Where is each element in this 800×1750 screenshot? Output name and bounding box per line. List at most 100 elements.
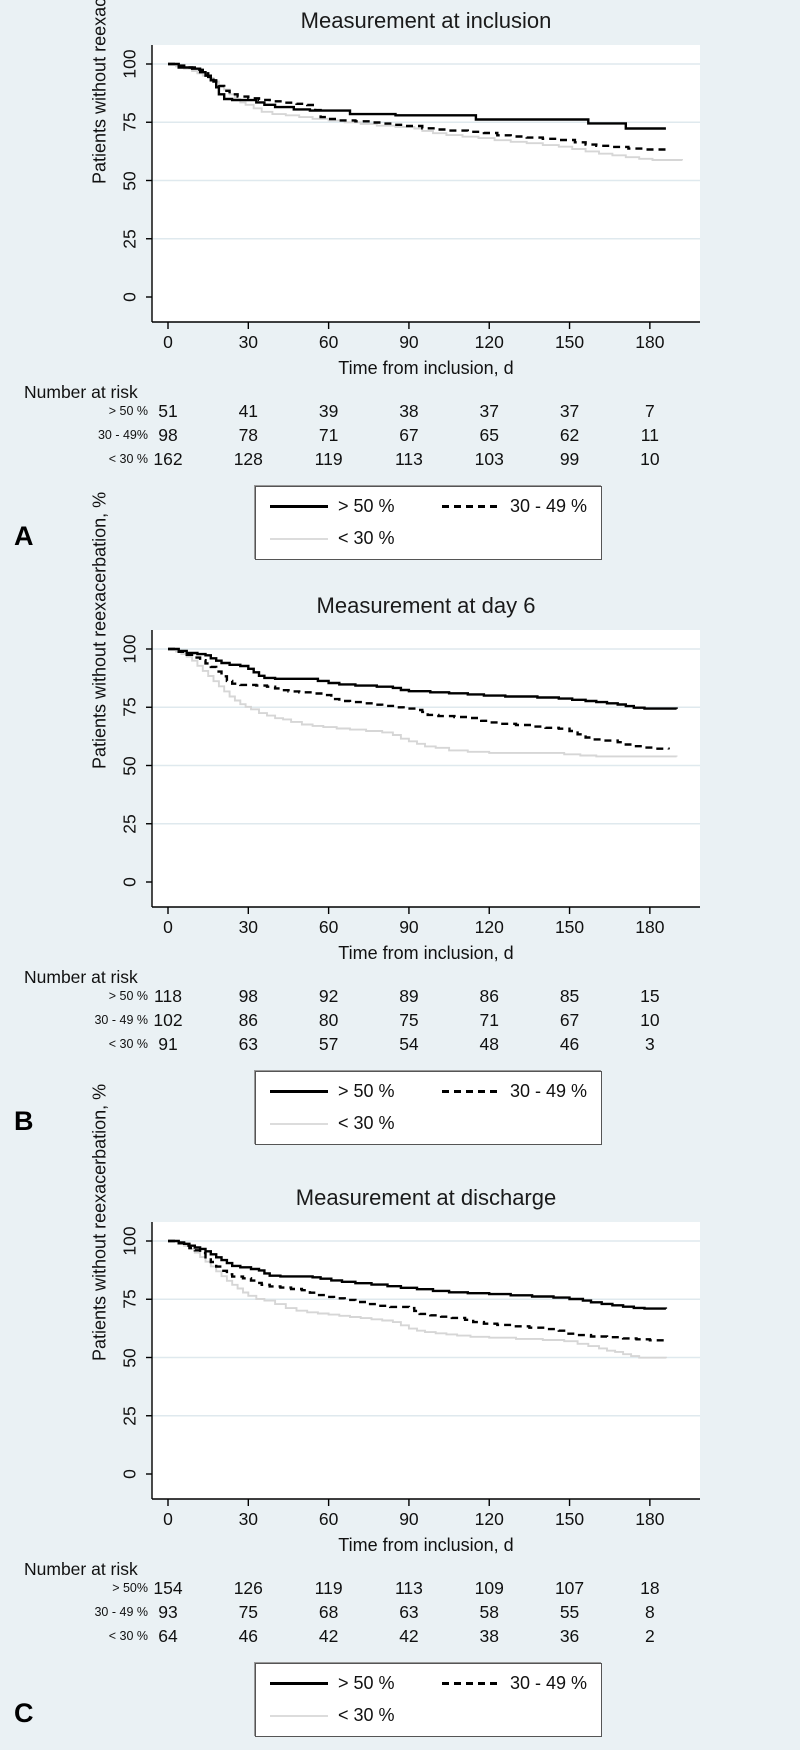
panel-b-legend: > 50 % 30 - 49 % < 30 % [255, 1071, 602, 1145]
risk-value: 7 [644, 401, 655, 421]
km-curve->50% [168, 1239, 668, 1310]
x-tick-label-30: 30 [238, 332, 259, 352]
risk-value: 11 [640, 425, 659, 445]
y-tick-label-0: 0 [119, 292, 140, 302]
risk-value: 38 [399, 401, 419, 421]
risk-value: 103 [474, 449, 504, 469]
risk-value: 162 [153, 449, 183, 469]
risk-row-1: 30 - 49% 98 78 71 67 65 62 11 [0, 424, 800, 446]
risk-value: 93 [158, 1602, 178, 1622]
y-tick-label-100: 100 [119, 1226, 140, 1256]
y-tick-label-50: 50 [119, 170, 140, 191]
risk-value: 98 [158, 425, 178, 445]
panel-b-x-axis-label: Time from inclusion, d [338, 943, 514, 963]
panel-c-title: Measurement at discharge [295, 1185, 557, 1210]
y-tick-label-0: 0 [119, 1469, 140, 1479]
legend-line-sample [270, 1715, 328, 1717]
risk-value: 41 [238, 401, 259, 421]
risk-row-1: 30 - 49 % 102 86 80 75 71 67 10 [0, 1009, 800, 1031]
risk-value: 10 [640, 449, 660, 469]
risk-value: 3 [644, 1034, 655, 1054]
km-curve->50% [168, 62, 666, 130]
risk-value: 75 [399, 1010, 419, 1030]
panel-b: Measurement at day 6 Patients without re… [0, 492, 800, 1177]
risk-row-2: < 30 % 64 46 42 42 38 36 2 [0, 1625, 800, 1647]
panel-a-x-axis-label: Time from inclusion, d [338, 358, 514, 378]
x-tick-label-90: 90 [399, 332, 419, 352]
risk-value: 91 [158, 1034, 178, 1054]
risk-value: 64 [158, 1626, 178, 1646]
x-tick-label-90: 90 [399, 917, 419, 937]
panel-a: Measurement at inclusion Patients withou… [0, 0, 800, 585]
panel-a-legend: > 50 % 30 - 49 % < 30 % [255, 486, 602, 560]
risk-value: 119 [314, 1578, 343, 1598]
plot-area [152, 1222, 700, 1499]
legend-label: < 30 % [338, 1113, 395, 1133]
legend-label: 30 - 49 % [510, 1673, 588, 1693]
risk-value: 37 [479, 401, 499, 421]
risk-row-label: > 50 % [108, 989, 148, 1003]
risk-value: 113 [394, 1578, 423, 1598]
risk-value: 8 [644, 1602, 655, 1622]
km-curve-<30% [168, 1240, 667, 1359]
risk-value: 51 [158, 401, 178, 421]
x-tick-label-30: 30 [238, 1509, 259, 1529]
risk-value: 119 [314, 449, 343, 469]
legend-line-sample [442, 1682, 500, 1685]
panel-a-number-at-risk-heading: Number at risk [24, 382, 138, 402]
risk-value: 113 [394, 449, 423, 469]
km-curve-30-49% [168, 647, 670, 750]
x-tick-label-150: 150 [554, 917, 585, 937]
y-tick-label-75: 75 [119, 697, 140, 717]
risk-row-2: < 30 % 91 63 57 54 48 46 3 [0, 1033, 800, 1055]
x-tick-label-180: 180 [635, 332, 665, 352]
risk-value: 58 [479, 1602, 499, 1622]
legend-label: < 30 % [338, 528, 395, 548]
x-tick-label-120: 120 [474, 332, 504, 352]
risk-row-label: < 30 % [108, 452, 148, 466]
x-tick-label-30: 30 [238, 917, 259, 937]
x-tick-label-120: 120 [474, 917, 504, 937]
panel-b-plot [146, 630, 700, 914]
x-tick-label-0: 0 [163, 1509, 173, 1529]
x-tick-label-180: 180 [635, 1509, 665, 1529]
risk-value: 37 [559, 401, 580, 421]
legend-line-sample [442, 505, 500, 508]
risk-value: 42 [318, 1626, 339, 1646]
risk-row-0: > 50% 154 126 119 113 109 107 18 [0, 1577, 800, 1599]
legend-label: > 50 % [338, 496, 395, 516]
risk-row-label: < 30 % [108, 1037, 148, 1051]
y-tick-label-0: 0 [119, 877, 140, 887]
legend-line-sample [270, 505, 328, 508]
plot-area [152, 630, 700, 907]
legend-line-sample [442, 1090, 500, 1093]
risk-row-0: > 50 % 51 41 39 38 37 37 7 [0, 400, 800, 422]
risk-value: 71 [479, 1010, 499, 1030]
x-tick-label-180: 180 [635, 917, 665, 937]
risk-value: 48 [479, 1034, 499, 1054]
risk-value: 128 [233, 449, 263, 469]
risk-row-label: 30 - 49% [97, 428, 148, 442]
legend-label: > 50 % [338, 1673, 395, 1693]
panel-b-number-at-risk-heading: Number at risk [24, 967, 138, 987]
legend-line-sample [270, 1123, 328, 1125]
km-curve-30-49% [168, 1239, 668, 1342]
legend-line-sample [270, 1682, 328, 1685]
risk-value: 86 [479, 986, 499, 1006]
risk-row-label: 30 - 49 % [94, 1013, 148, 1027]
risk-value: 46 [238, 1626, 259, 1646]
risk-value: 109 [474, 1578, 504, 1598]
legend-label: > 50 % [338, 1081, 395, 1101]
legend-line-sample [270, 1090, 328, 1093]
panel-c-number-at-risk-heading: Number at risk [24, 1559, 138, 1579]
km-curve->50% [168, 647, 678, 710]
risk-value: 98 [238, 986, 259, 1006]
risk-value: 80 [318, 1010, 339, 1030]
risk-value: 78 [238, 425, 259, 445]
risk-row-label: 30 - 49 % [94, 1605, 148, 1619]
risk-value: 85 [559, 986, 580, 1006]
panel-c-legend: > 50 % 30 - 49 % < 30 % [255, 1663, 602, 1737]
risk-value: 55 [559, 1602, 580, 1622]
risk-value: 75 [238, 1602, 259, 1622]
